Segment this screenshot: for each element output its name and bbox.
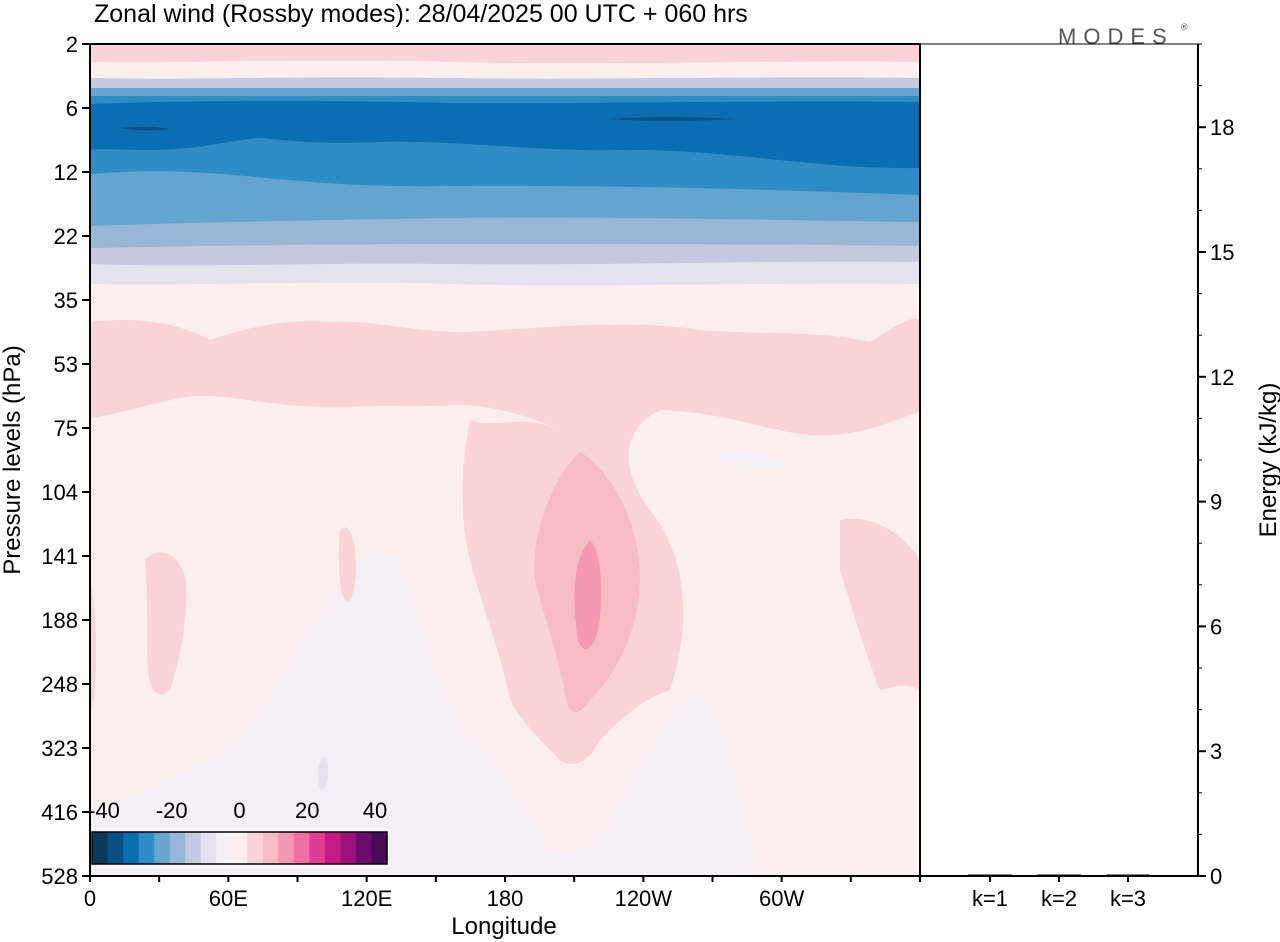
longitude-tick-label: 180: [487, 886, 524, 911]
longitude-tick-label: 0: [84, 886, 96, 911]
colorbar-labels: -40 -20 0 20 40: [88, 798, 387, 823]
longitude-tick-label: 120E: [341, 886, 392, 911]
energy-y-ticks: 0 3 6 9 12 15 18: [1198, 43, 1234, 889]
band-neg-fade-1: [90, 217, 920, 253]
pressure-tick-label: 323: [41, 736, 78, 761]
pressure-tick-label: 248: [41, 672, 78, 697]
band-top-lightpink: [90, 60, 920, 79]
pressure-tick-label: 2: [66, 32, 78, 57]
colorbar-swatch: [231, 832, 248, 864]
longitude-axis-title: Longitude: [451, 913, 556, 940]
colorbar-swatch: [107, 832, 124, 864]
energy-tick-label: 0: [1210, 864, 1222, 889]
colorbar-swatch: [169, 832, 186, 864]
energy-tick-label: 6: [1210, 614, 1222, 639]
band-neg-core-2: [610, 117, 735, 121]
colorbar-swatch: [278, 832, 295, 864]
colorbar-swatches: [92, 832, 388, 864]
colorbar-swatch: [185, 832, 202, 864]
colorbar-swatch: [340, 832, 357, 864]
band-neg-core-1: [120, 126, 170, 131]
energy-y-axis-title: Energy (kJ/kg): [1255, 383, 1280, 538]
colorbar-swatch: [92, 832, 109, 864]
energy-x-tick-label: k=1: [972, 886, 1008, 911]
pressure-tick-label: 35: [54, 288, 78, 313]
region-pos-east-plume: [840, 518, 920, 690]
band-top-pink: [90, 44, 920, 64]
stratosphere-bands: [90, 44, 920, 291]
longitude-x-axis: 0 60E 120E 180 120W 60W: [84, 876, 921, 911]
colorbar-swatch: [371, 832, 388, 864]
colorbar-swatch: [247, 832, 264, 864]
energy-x-tick-label: k=2: [1041, 886, 1077, 911]
energy-panel: 0 3 6 9 12 15 18 k=1 k=2 k=3 Energy (kJ/kg): [919, 43, 1280, 911]
colorbar-label: -20: [156, 798, 188, 823]
colorbar-swatch: [309, 832, 326, 864]
pressure-y-axis: 2 6 12 22 35 53 75 104 141 188 248 323 416 528: [41, 32, 90, 889]
colorbar-swatch: [355, 832, 372, 864]
region-pos-core: [574, 540, 602, 650]
region-pos-stratosphere-low: [90, 318, 920, 436]
pressure-axis-title: Pressure levels (hPa): [0, 345, 26, 574]
energy-x-ticks: k=1 k=2 k=3: [972, 876, 1146, 911]
pressure-tick-label: 104: [41, 480, 78, 505]
troposphere-regions: [90, 282, 920, 877]
pressure-tick-label: 416: [41, 800, 78, 825]
colorbar-swatch: [200, 832, 217, 864]
region-pos-west-plume: [145, 552, 187, 695]
pressure-tick-label: 53: [54, 352, 78, 377]
energy-x-tick-label: k=3: [1110, 886, 1146, 911]
colorbar-label: 0: [233, 798, 245, 823]
colorbar-swatch: [123, 832, 140, 864]
pressure-tick-label: 22: [54, 224, 78, 249]
pressure-tick-label: 141: [41, 544, 78, 569]
energy-panel-background: [920, 44, 1198, 876]
region-pos-mid-plume: [338, 527, 356, 602]
colorbar-label: -40: [88, 798, 120, 823]
colorbar-swatch: [138, 832, 155, 864]
region-neg-weak-1: [720, 449, 790, 470]
longitude-tick-label: 120W: [615, 886, 673, 911]
colorbar-swatch: [216, 832, 233, 864]
colorbar-swatch: [293, 832, 310, 864]
energy-tick-label: 15: [1210, 240, 1234, 265]
energy-tick-label: 9: [1210, 490, 1222, 515]
longitude-tick-label: 60E: [209, 886, 248, 911]
colorbar: -40 -20 0 20 40: [88, 798, 388, 865]
band-neg-strong: [90, 100, 920, 169]
energy-tick-label: 3: [1210, 739, 1222, 764]
contour-panel: [89, 43, 921, 877]
pressure-tick-label: 12: [54, 160, 78, 185]
brand-registered-mark: ®: [1181, 22, 1188, 32]
region-pos-edge: [90, 580, 97, 712]
chart-title: Zonal wind (Rossby modes): 28/04/2025 00…: [94, 0, 748, 28]
colorbar-frame: [91, 831, 388, 865]
pressure-tick-label: 6: [66, 96, 78, 121]
energy-tick-label: 12: [1210, 365, 1234, 390]
energy-tick-label: 18: [1210, 115, 1234, 140]
colorbar-swatch: [324, 832, 341, 864]
colorbar-label: 40: [363, 798, 387, 823]
pressure-tick-label: 75: [54, 416, 78, 441]
region-neg-weak-2: [318, 756, 328, 790]
pressure-tick-label: 528: [41, 864, 78, 889]
pressure-tick-label: 188: [41, 608, 78, 633]
colorbar-label: 20: [295, 798, 319, 823]
longitude-tick-label: 60W: [759, 886, 804, 911]
colorbar-swatch: [262, 832, 279, 864]
colorbar-swatch: [154, 832, 171, 864]
